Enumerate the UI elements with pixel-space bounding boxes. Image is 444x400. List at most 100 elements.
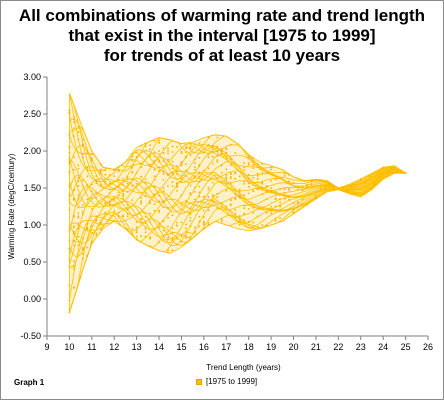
data-point <box>135 228 138 231</box>
data-point <box>95 220 98 222</box>
data-point <box>90 208 93 210</box>
data-point <box>162 239 165 241</box>
data-point <box>77 180 80 183</box>
data-point <box>234 178 237 180</box>
data-point <box>198 215 201 218</box>
data-point <box>256 207 259 210</box>
data-point <box>153 203 156 206</box>
data-point <box>229 181 232 184</box>
series-strand <box>69 127 406 189</box>
data-point <box>400 169 402 172</box>
data-point <box>140 219 143 221</box>
data-point <box>292 181 295 184</box>
data-point <box>68 239 71 242</box>
data-point <box>73 214 75 217</box>
data-point <box>167 238 169 241</box>
data-point <box>207 209 210 212</box>
data-point <box>153 193 156 196</box>
data-point <box>252 206 255 209</box>
data-point <box>171 145 174 148</box>
data-point <box>234 216 237 219</box>
data-point <box>99 221 102 224</box>
data-point <box>220 205 223 208</box>
data-point <box>180 221 183 224</box>
data-point <box>247 173 250 176</box>
data-point <box>194 168 196 171</box>
data-point <box>171 249 174 252</box>
data-point <box>95 179 98 182</box>
data-point <box>216 159 219 162</box>
data-point <box>229 143 232 146</box>
data-point <box>176 237 178 240</box>
data-point <box>77 215 80 218</box>
data-point <box>301 189 304 192</box>
data-point <box>211 195 214 198</box>
data-point <box>198 164 201 166</box>
data-point <box>270 209 272 212</box>
data-point <box>68 248 71 250</box>
data-point <box>216 192 219 195</box>
chart-title: All combinations of warming rate and tre… <box>0 6 444 66</box>
data-point <box>140 197 143 199</box>
data-point <box>90 242 93 245</box>
data-point <box>189 219 192 222</box>
data-point <box>364 182 367 185</box>
data-point <box>324 188 326 191</box>
x-tick-label: 21 <box>311 342 321 352</box>
data-point <box>158 194 161 197</box>
data-point <box>126 215 129 218</box>
data-point <box>180 194 183 197</box>
data-point <box>99 228 102 231</box>
data-point <box>117 178 120 181</box>
data-point <box>140 235 143 238</box>
data-point <box>265 171 268 174</box>
data-point <box>99 223 102 226</box>
data-point <box>270 168 272 171</box>
data-point <box>77 216 80 219</box>
data-point <box>68 284 71 287</box>
data-point <box>82 179 84 182</box>
data-point <box>292 208 295 211</box>
data-point <box>90 231 93 234</box>
data-point <box>144 235 147 238</box>
data-point <box>243 162 246 164</box>
data-point <box>126 176 129 178</box>
data-point <box>247 156 250 159</box>
data-point <box>207 156 210 159</box>
data-point <box>243 194 246 197</box>
data-point <box>333 185 335 188</box>
data-point <box>131 166 134 169</box>
data-point <box>238 217 241 220</box>
data-point <box>279 201 281 204</box>
data-point <box>113 210 116 212</box>
data-point <box>158 160 161 163</box>
data-point <box>113 168 116 171</box>
data-point <box>176 165 178 167</box>
x-tick-label: 15 <box>176 342 186 352</box>
data-point <box>158 159 161 162</box>
data-point <box>203 227 205 230</box>
data-point <box>73 115 75 118</box>
data-point <box>225 178 228 180</box>
series-points <box>68 93 407 314</box>
data-point <box>301 198 304 201</box>
data-point <box>207 186 210 189</box>
data-point <box>68 265 71 268</box>
data-point <box>131 185 134 187</box>
data-point <box>149 165 152 168</box>
data-point <box>234 152 237 154</box>
data-point <box>194 143 196 146</box>
data-point <box>149 212 152 215</box>
data-point <box>189 154 192 157</box>
data-point <box>185 237 187 239</box>
x-tick-label: 14 <box>154 342 164 352</box>
chart-title-line-1: All combinations of warming rate and tre… <box>18 6 426 25</box>
y-tick-label: 1.00 <box>23 220 41 230</box>
data-point <box>153 185 156 188</box>
data-point <box>73 230 75 233</box>
data-point <box>73 168 75 171</box>
data-point <box>167 185 169 187</box>
data-point <box>82 185 84 187</box>
data-point <box>225 205 228 208</box>
data-point <box>220 164 223 167</box>
